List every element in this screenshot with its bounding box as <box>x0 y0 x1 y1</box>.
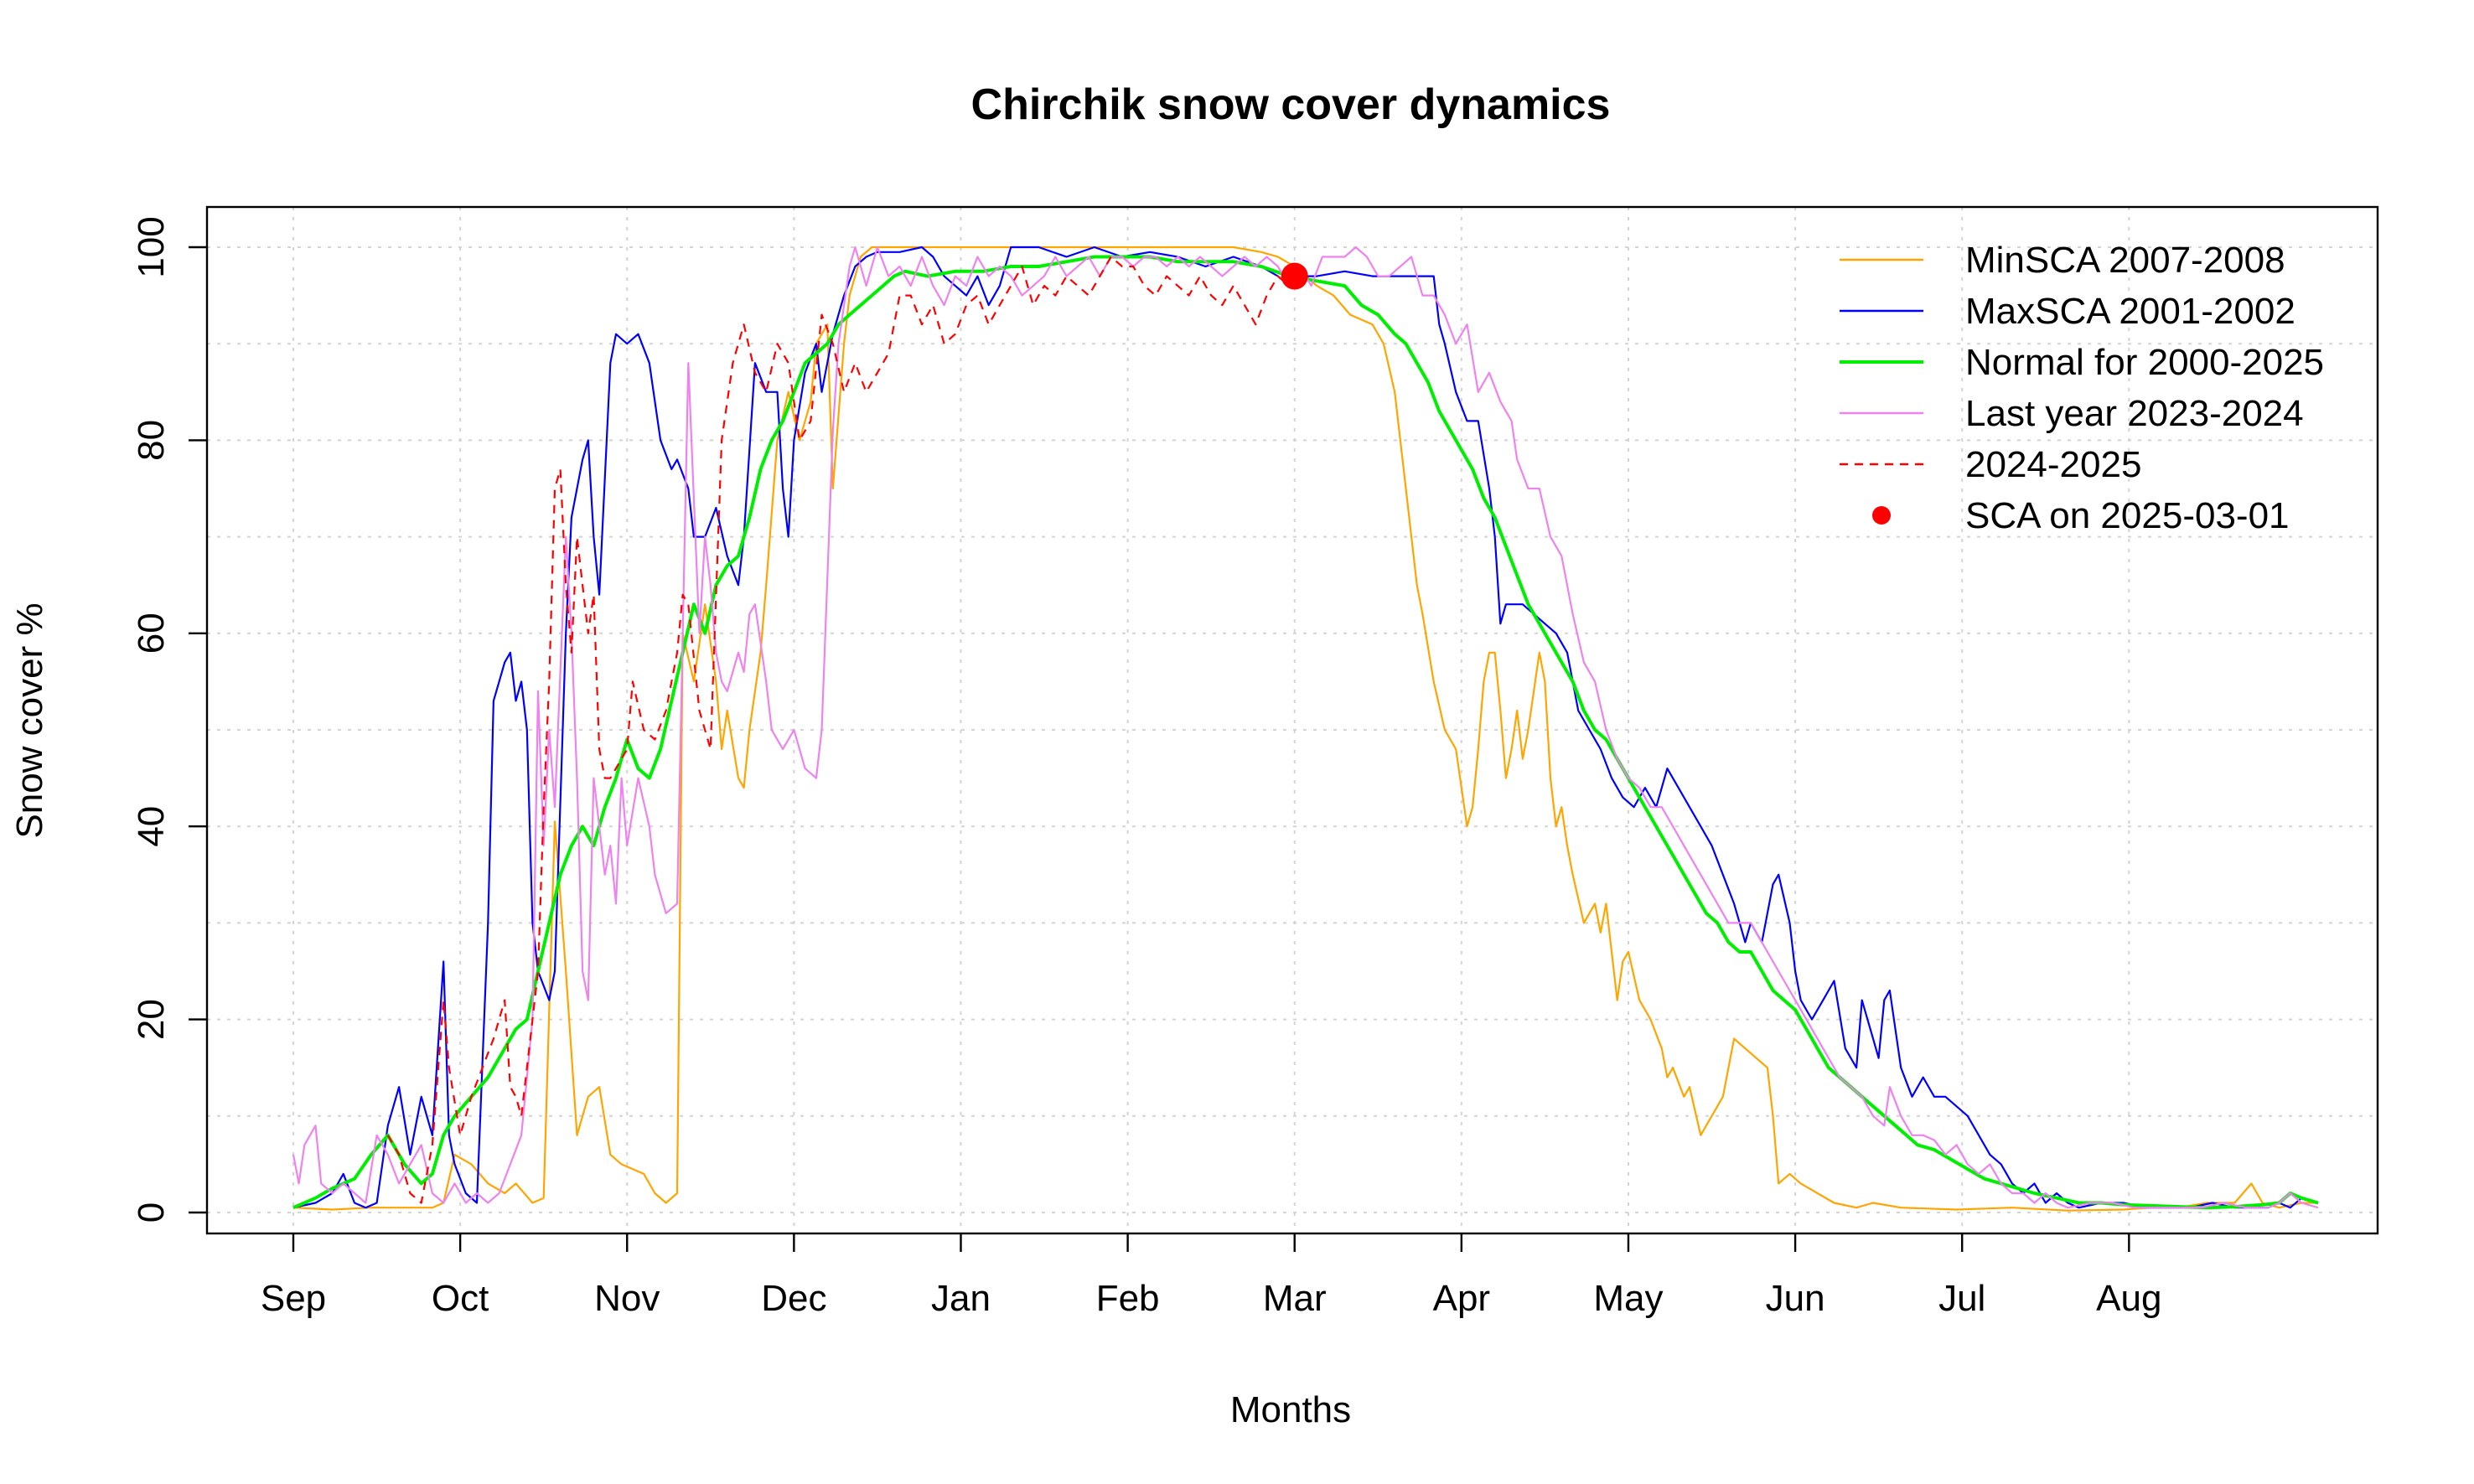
x-tick-label-oct: Oct <box>432 1278 489 1319</box>
y-tick-label-20: 20 <box>131 999 172 1040</box>
x-tick-label-sep: Sep <box>261 1278 326 1319</box>
x-tick-label-nov: Nov <box>594 1278 660 1319</box>
series-line-2024-2025 <box>386 256 1296 1204</box>
marker-layer <box>1281 262 1308 290</box>
series-line-normal-for-2000-2025 <box>292 255 2319 1210</box>
x-tick-label-aug: Aug <box>2096 1278 2161 1319</box>
x-axis-label: Months <box>1230 1389 1351 1430</box>
y-tick-label-100: 100 <box>131 216 172 277</box>
x-tick-label-feb: Feb <box>1096 1278 1160 1319</box>
x-tick-label-jan: Jan <box>931 1278 991 1319</box>
legend-label-sca-on-2025-03-01: SCA on 2025-03-01 <box>1965 495 2290 536</box>
legend-label-2024-2025: 2024-2025 <box>1965 444 2141 485</box>
series-line-last-year-2023-2024 <box>292 246 2319 1209</box>
legend-label-normal-for-2000-2025: Normal for 2000-2025 <box>1965 342 2324 383</box>
x-axis: Sep Oct Nov Dec Jan Feb Mar Apr May Jun Jul Aug <box>261 1233 2161 1319</box>
x-tick-label-apr: Apr <box>1433 1278 1490 1319</box>
chart-title: Chirchik snow cover dynamics <box>971 80 1611 129</box>
sca-marker-point <box>1281 262 1308 290</box>
legend-label-minsca-2007-2008: MinSCA 2007-2008 <box>1965 240 2285 281</box>
y-tick-label-40: 40 <box>131 806 172 847</box>
legend-label-maxsca-2001-2002: MaxSCA 2001-2002 <box>1965 291 2295 332</box>
y-tick-label-0: 0 <box>131 1202 172 1223</box>
x-tick-label-jul: Jul <box>1938 1278 1985 1319</box>
x-tick-label-may: May <box>1593 1278 1663 1319</box>
series-line-minsca-2007-2008 <box>292 246 2318 1212</box>
y-axis-label: Snow cover % <box>9 602 50 838</box>
y-tick-label-60: 60 <box>131 613 172 654</box>
legend-swatch-sca-on-2025-03-01 <box>1872 506 1891 525</box>
plot-frame <box>205 205 2379 1235</box>
grid-lines <box>207 207 2378 1233</box>
y-tick-label-80: 80 <box>131 420 172 461</box>
legend: MinSCA 2007-2008 MaxSCA 2001-2002 Normal f… <box>1840 240 2324 536</box>
y-axis: 0 20 40 60 80 100 <box>131 216 207 1223</box>
x-tick-label-dec: Dec <box>761 1278 826 1319</box>
legend-label-last-year-2023-2024: Last year 2023-2024 <box>1965 393 2304 434</box>
x-tick-label-mar: Mar <box>1263 1278 1327 1319</box>
x-tick-label-jun: Jun <box>1766 1278 1825 1319</box>
